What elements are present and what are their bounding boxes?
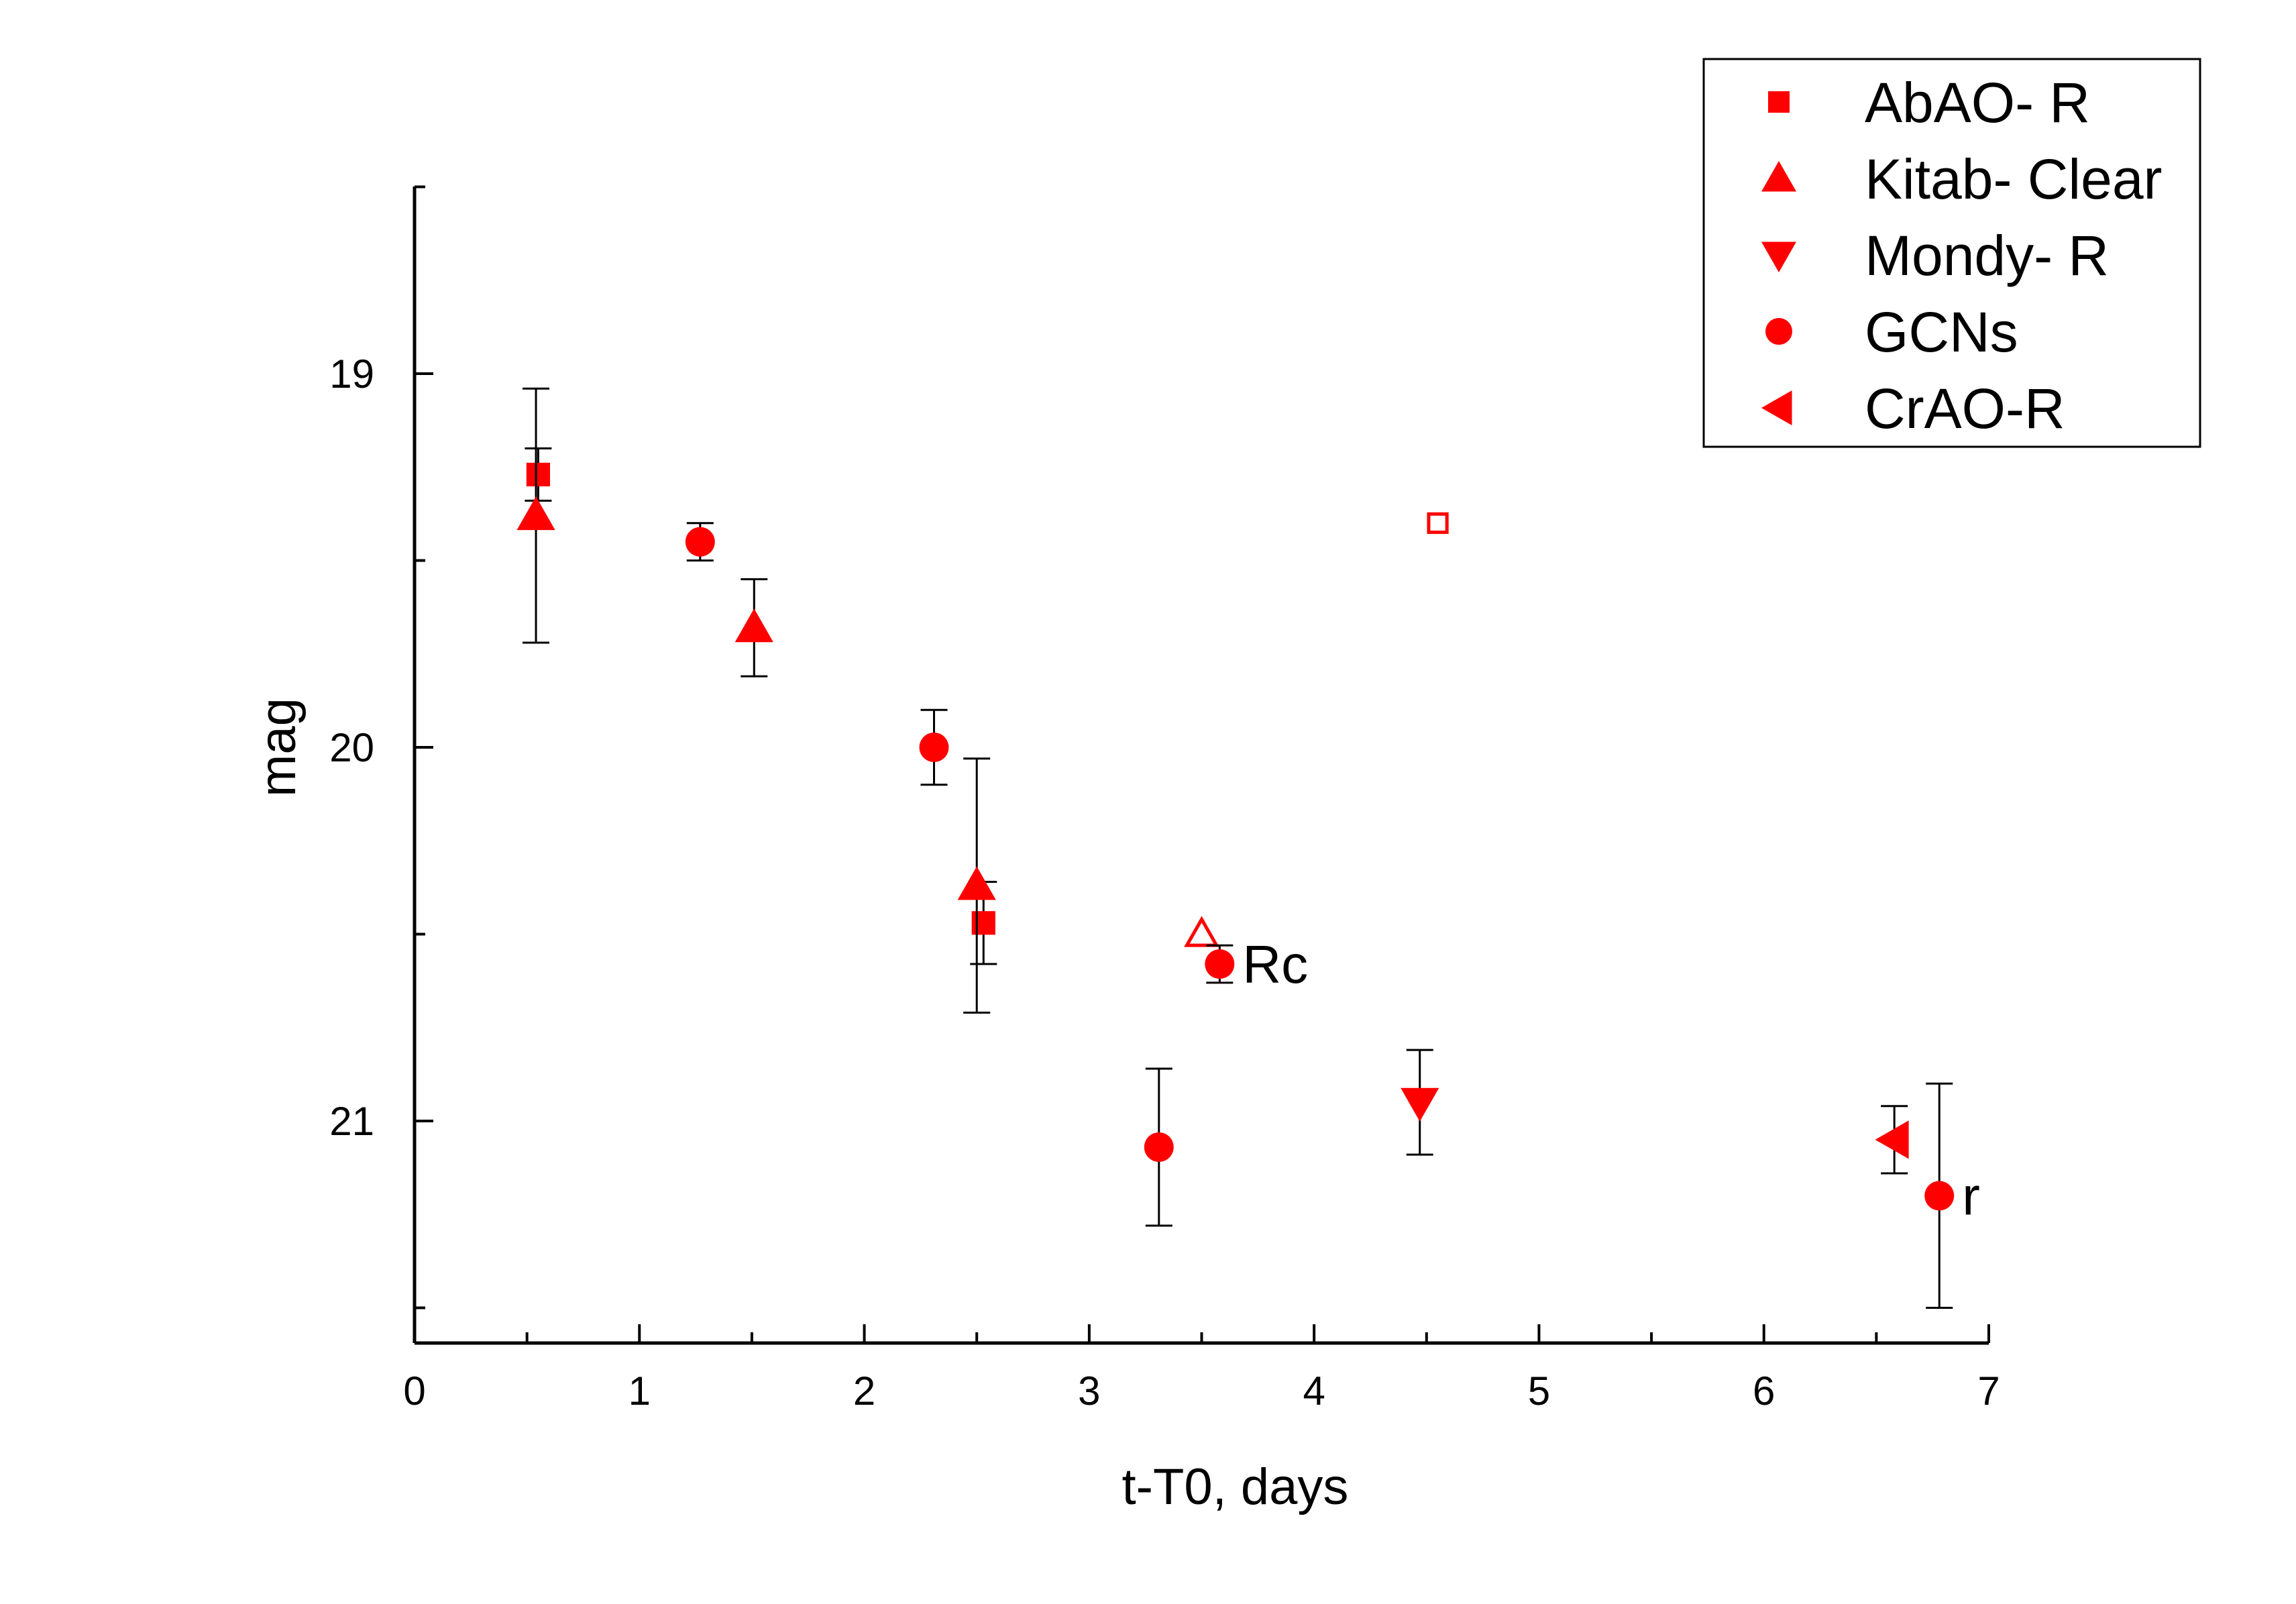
point-annotation: Rc (1242, 934, 1308, 994)
legend-label: GCNs (1865, 301, 2018, 364)
x-tick-label: 2 (853, 1369, 875, 1413)
data-point-square (526, 462, 551, 486)
data-point-circle (1924, 1181, 1955, 1211)
data-point-square (1427, 512, 1449, 534)
legend-label: CrAO-R (1865, 377, 2065, 440)
data-point-circle (919, 733, 949, 762)
legend-label: Kitab- Clear (1865, 148, 2163, 211)
point-annotation: r (1962, 1166, 1980, 1226)
x-tick-label: 1 (628, 1369, 651, 1413)
data-point-circle (1144, 1132, 1174, 1162)
y-tick-label: 21 (329, 1099, 374, 1144)
legend-label: AbAO- R (1865, 71, 2090, 134)
legend-marker-triangle-down (1761, 242, 1796, 272)
x-tick-label: 7 (1977, 1369, 2000, 1413)
legend: AbAO- R Kitab- Clear Mondy- R GCNs CrAO-R (1702, 58, 2201, 448)
data-point-triangle-up (957, 866, 996, 900)
data-marks: Rc r (516, 387, 1980, 1309)
legend-label: Mondy- R (1865, 224, 2109, 287)
legend-marker-circle (1765, 318, 1792, 345)
data-point-triangle-up (1184, 916, 1219, 947)
legend-marker-square (1768, 91, 1790, 113)
x-tick-label: 4 (1303, 1369, 1325, 1413)
legend-marker-triangle-left (1761, 390, 1792, 425)
axes: 0 1 2 3 4 5 6 7 19 20 21 t-T0, days mag (250, 185, 2000, 1515)
data-point-triangle-up (734, 608, 773, 643)
y-tick-label: 20 (329, 725, 374, 770)
data-point-triangle-up (516, 496, 555, 531)
x-tick-label: 0 (403, 1369, 425, 1413)
data-point-square (971, 911, 995, 935)
data-point-circle (1205, 949, 1235, 979)
x-tick-label: 3 (1078, 1369, 1100, 1413)
x-axis-label: t-T0, days (1122, 1458, 1349, 1515)
y-tick-label: 19 (329, 352, 374, 396)
data-point-triangle-left (1875, 1120, 1909, 1159)
data-point-triangle-down (1401, 1087, 1439, 1122)
y-axis-label: mag (250, 698, 307, 797)
legend-marker-triangle-up (1761, 161, 1796, 192)
x-tick-label: 6 (1753, 1369, 1775, 1413)
data-point-circle (685, 527, 715, 557)
x-tick-label: 5 (1528, 1369, 1550, 1413)
